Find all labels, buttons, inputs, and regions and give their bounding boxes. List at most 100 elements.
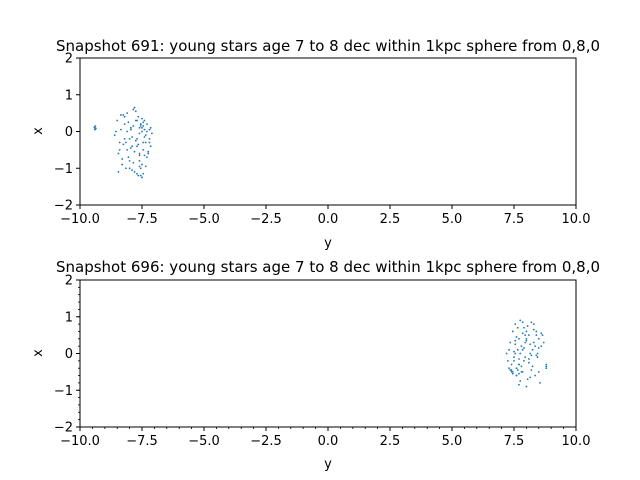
scatter-point [148, 141, 151, 144]
scatter-point [527, 334, 530, 337]
scatter-point [123, 137, 126, 140]
scatter-point [509, 369, 512, 371]
scatter-point [126, 130, 129, 133]
scatter-point [137, 143, 140, 146]
scatter-point [529, 343, 532, 346]
scatter-point [146, 130, 148, 133]
scatter-point [525, 385, 528, 388]
scatter-point [132, 161, 135, 164]
scatter-point [142, 148, 145, 151]
scatter-point [515, 367, 518, 370]
scatter-point [134, 110, 137, 113]
scatter-point [525, 339, 528, 342]
scatter-point [537, 347, 540, 349]
scatter-point [138, 132, 141, 135]
scatter-point [514, 352, 517, 355]
x-tick-label: −7.5 [126, 434, 158, 449]
scatter-point [142, 121, 145, 124]
x-tick-label: 10.0 [562, 434, 591, 449]
scatter-point [115, 130, 117, 133]
scatter-point [521, 370, 524, 373]
scatter-point [529, 352, 532, 355]
scatter-point [139, 167, 142, 170]
scatter-point [531, 365, 534, 368]
scatter-point [122, 143, 125, 146]
top-scatter-plot: Snapshot 691: young stars age 7 to 8 dec… [31, 37, 600, 251]
scatter-point [521, 332, 524, 335]
scatter-point [127, 156, 130, 159]
scatter-point [139, 125, 142, 127]
x-tick-label: −7.5 [126, 212, 158, 227]
scatter-point [545, 365, 548, 368]
scatter-point [540, 332, 543, 335]
scatter-point [141, 117, 143, 120]
y-tick-label: −2 [54, 199, 73, 214]
scatter-point [137, 174, 140, 177]
scatter-point [129, 126, 132, 129]
bottom-plot-points [505, 319, 548, 388]
scatter-point [525, 330, 528, 333]
scatter-point [128, 167, 131, 170]
x-tick-label: 2.5 [380, 434, 401, 449]
scatter-point [120, 128, 122, 131]
scatter-point [530, 354, 533, 357]
scatter-point [120, 114, 122, 116]
scatter-point [146, 156, 148, 159]
scatter-point [113, 134, 116, 137]
scatter-point [147, 150, 150, 153]
scatter-point [132, 108, 135, 111]
bottom-plot-title: Snapshot 696: young stars age 7 to 8 dec… [56, 258, 600, 276]
scatter-point [117, 152, 120, 155]
scatter-point [532, 328, 535, 331]
scatter-point [139, 123, 142, 126]
x-tick-label: 7.5 [504, 212, 525, 227]
scatter-point [516, 369, 519, 371]
scatter-point [122, 114, 125, 116]
scatter-point [524, 341, 527, 344]
scatter-point [121, 163, 124, 166]
top-plot-x-axis-label: y [324, 236, 332, 251]
scatter-point [535, 330, 538, 333]
scatter-point [518, 383, 520, 386]
y-tick-label: 2 [65, 52, 73, 67]
x-tick-label: −10.0 [60, 434, 100, 449]
scatter-point [144, 134, 147, 137]
scatter-point [535, 334, 538, 337]
scatter-point [516, 348, 519, 351]
scatter-point [524, 356, 527, 359]
scatter-point [129, 147, 132, 149]
x-tick-label: 7.5 [504, 434, 525, 449]
scatter-point [136, 172, 138, 175]
scatter-point [523, 347, 525, 349]
scatter-point [123, 115, 126, 118]
scatter-point [536, 356, 539, 359]
x-tick-label: −2.5 [250, 212, 282, 227]
scatter-point [142, 141, 145, 144]
scatter-point [121, 158, 124, 160]
scatter-point [144, 165, 147, 168]
scatter-point [118, 141, 121, 144]
x-tick-label: 10.0 [562, 212, 591, 227]
scatter-point [510, 363, 513, 366]
scatter-point [518, 337, 520, 340]
scatter-point [531, 348, 534, 351]
scatter-point [523, 359, 525, 362]
scatter-point [143, 128, 146, 131]
scatter-point [123, 123, 126, 126]
scatter-point [532, 323, 535, 325]
scatter-point [117, 171, 120, 173]
scatter-point [506, 359, 509, 362]
scatter-point [524, 334, 527, 337]
y-tick-label: 1 [65, 310, 73, 325]
scatter-point [505, 352, 508, 355]
scatter-point [513, 356, 515, 359]
scatter-point [138, 160, 141, 162]
scatter-point [141, 163, 143, 166]
scatter-point [141, 176, 143, 179]
scatter-point [510, 369, 513, 371]
scatter-point [138, 165, 141, 168]
scatter-point [535, 354, 538, 357]
scatter-point [519, 352, 522, 355]
x-tick-label: 5.0 [442, 434, 463, 449]
scatter-point [136, 119, 138, 122]
